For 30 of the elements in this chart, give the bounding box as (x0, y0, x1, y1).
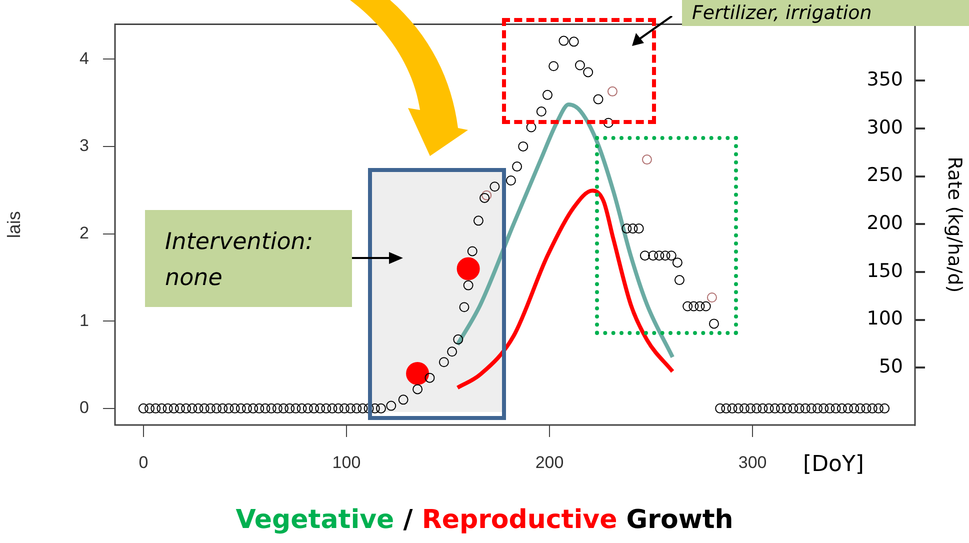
x-tick-label: 300 (738, 452, 767, 472)
y2-tick-label: 100 (866, 308, 903, 330)
point (482, 190, 492, 200)
x-tick-label: 0 (138, 452, 148, 472)
text: Growth (626, 505, 734, 535)
y-tick-label: 1 (80, 310, 89, 330)
y-tick-label: 4 (80, 48, 89, 68)
point (706, 292, 717, 303)
text: / (403, 505, 413, 535)
point (607, 86, 618, 96)
y-tick-label: 3 (80, 136, 89, 156)
x-axis-title: [DoY] (803, 452, 864, 477)
y2-tick-label: 300 (866, 116, 903, 138)
y2-tick-label: 50 (878, 356, 903, 378)
point (642, 154, 652, 165)
line-series (456, 188, 675, 390)
y-axis-title: lais (4, 211, 24, 238)
y2-axis-title: Rate (kg/ha/d) (944, 156, 966, 293)
text: Reproductive (422, 505, 618, 535)
y2-tick-label: 150 (866, 260, 903, 282)
x-tick-label: 100 (332, 452, 361, 472)
y2-tick-label: 350 (866, 68, 903, 91)
text: Vegetative (236, 505, 394, 535)
y2-tick-label: 200 (866, 212, 903, 234)
callout-box: Fertilizer, irrigation (682, 0, 969, 26)
y2-tick-label: 250 (866, 164, 903, 186)
y-tick-label: 2 (80, 223, 89, 242)
callout-box: Intervention: none (145, 210, 352, 307)
x-tick-label: 200 (535, 452, 564, 472)
y-tick-label: 0 (80, 398, 89, 418)
